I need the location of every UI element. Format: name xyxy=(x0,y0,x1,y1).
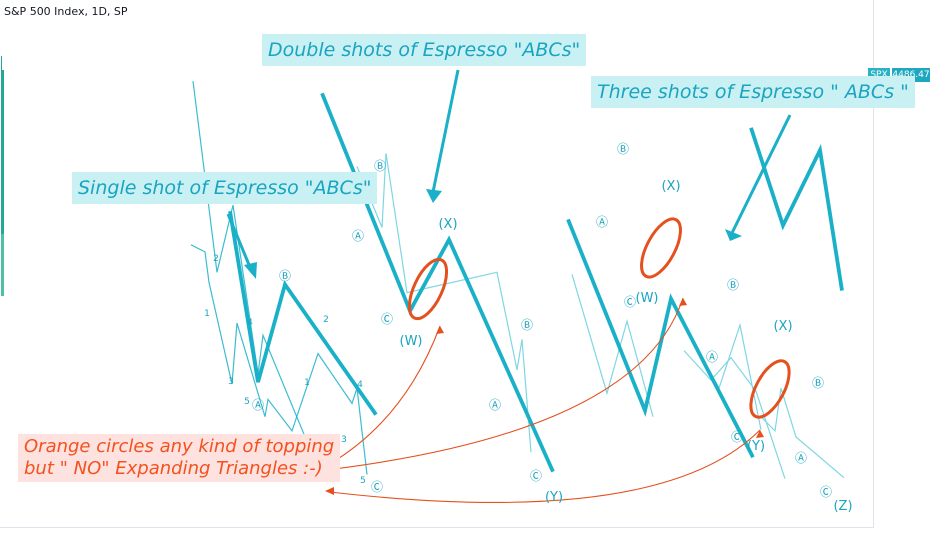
wave-label-2: 3 xyxy=(228,377,234,387)
pointer-arrow-2 xyxy=(729,114,792,236)
note-line-1: Orange circles any kind of topping xyxy=(24,436,335,457)
wave-series-1 xyxy=(320,92,555,473)
orange-arrowhead-1 xyxy=(679,298,687,306)
left-edge-bar-0 xyxy=(1,70,4,240)
orange-circle-2 xyxy=(749,359,791,419)
orange-arrowhead-0 xyxy=(436,326,444,334)
wave-label-34: Ⓒ xyxy=(820,485,832,499)
wave-label-24: Ⓒ xyxy=(624,295,636,309)
wave-label-27: Ⓐ xyxy=(706,350,718,364)
wave-label-10: 4 xyxy=(357,380,363,390)
wave-label-20: Ⓒ xyxy=(530,469,542,483)
wave-label-28: Ⓑ xyxy=(727,278,739,292)
left-edge-bar-2 xyxy=(1,56,2,70)
wave-label-29: Ⓒ xyxy=(731,430,743,444)
pointer-arrow-0 xyxy=(226,213,254,273)
orange-circle-1 xyxy=(640,217,682,279)
wave-label-9: 3 xyxy=(341,435,347,445)
wave-label-22: Ⓐ xyxy=(596,215,608,229)
orange-arrowhead-left-2 xyxy=(325,487,334,495)
wave-label-5: Ⓐ xyxy=(252,398,264,412)
pointer-arrowhead-1 xyxy=(426,189,442,203)
wave-series-0 xyxy=(228,210,378,416)
chart-title: S&P 500 Index, 1D, SP xyxy=(4,5,128,18)
wave-label-14: Ⓑ xyxy=(374,159,386,173)
wave-label-30: (Y) xyxy=(747,439,765,454)
wave-label-13: Ⓐ xyxy=(352,229,364,243)
wave-label-19: Ⓑ xyxy=(521,318,533,332)
wave-label-16: (W) xyxy=(400,334,423,349)
wave-label-12: Ⓒ xyxy=(371,480,383,494)
wave-series-2 xyxy=(192,81,323,478)
annotation-single-shot: Single shot of Espresso "ABCs" xyxy=(72,172,378,204)
annotation-orange-circles-note: Orange circles any kind of topping but "… xyxy=(18,434,341,482)
wave-label-3: 4 xyxy=(247,318,253,328)
wave-label-15: Ⓒ xyxy=(381,312,393,326)
wave-series-8 xyxy=(683,350,786,479)
wave-label-0: 1 xyxy=(204,309,210,319)
orange-circle-0 xyxy=(407,257,449,321)
wave-label-7: 1 xyxy=(304,378,310,388)
wave-label-31: (X) xyxy=(773,319,792,334)
note-line-2: but " NO" Expanding Triangles :-) xyxy=(24,458,323,479)
annotation-three-shots: Three shots of Espresso " ABCs " xyxy=(591,76,915,108)
wave-label-23: Ⓑ xyxy=(617,142,629,156)
wave-label-17: (X) xyxy=(438,217,457,232)
wave-label-8: 2 xyxy=(323,315,329,325)
wave-label-33: Ⓑ xyxy=(812,376,824,390)
left-edge-bar-1 xyxy=(1,234,4,296)
orange-arrow-2 xyxy=(329,429,761,504)
pointer-arrow-1 xyxy=(430,69,460,198)
wave-label-11: 5 xyxy=(360,476,366,486)
annotation-double-shots: Double shots of Espresso "ABCs" xyxy=(262,34,587,66)
orange-arrowhead-2 xyxy=(756,430,764,438)
time-axis[interactable] xyxy=(0,527,874,550)
wave-label-32: Ⓐ xyxy=(795,451,807,465)
wave-label-4: 5 xyxy=(244,397,250,407)
wave-series-3 xyxy=(566,218,755,459)
wave-series-6 xyxy=(356,153,532,453)
wave-label-1: 2 xyxy=(213,254,219,264)
wave-label-21: (Y) xyxy=(545,490,563,505)
wave-label-35: (Z) xyxy=(833,499,852,514)
wave-label-18: Ⓐ xyxy=(489,398,501,412)
pointer-arrowhead-2 xyxy=(725,229,742,241)
wave-series-5 xyxy=(190,244,368,475)
wave-label-6: Ⓑ xyxy=(279,269,291,283)
orange-arrow-1 xyxy=(333,297,684,470)
wave-series-9 xyxy=(760,388,845,479)
wave-series-7 xyxy=(571,274,654,417)
wave-series-4 xyxy=(749,127,844,291)
pointer-arrowhead-0 xyxy=(244,262,257,279)
orange-arrow-0 xyxy=(327,325,441,466)
wave-label-26: (X) xyxy=(661,179,680,194)
wave-label-25: (W) xyxy=(636,291,659,306)
